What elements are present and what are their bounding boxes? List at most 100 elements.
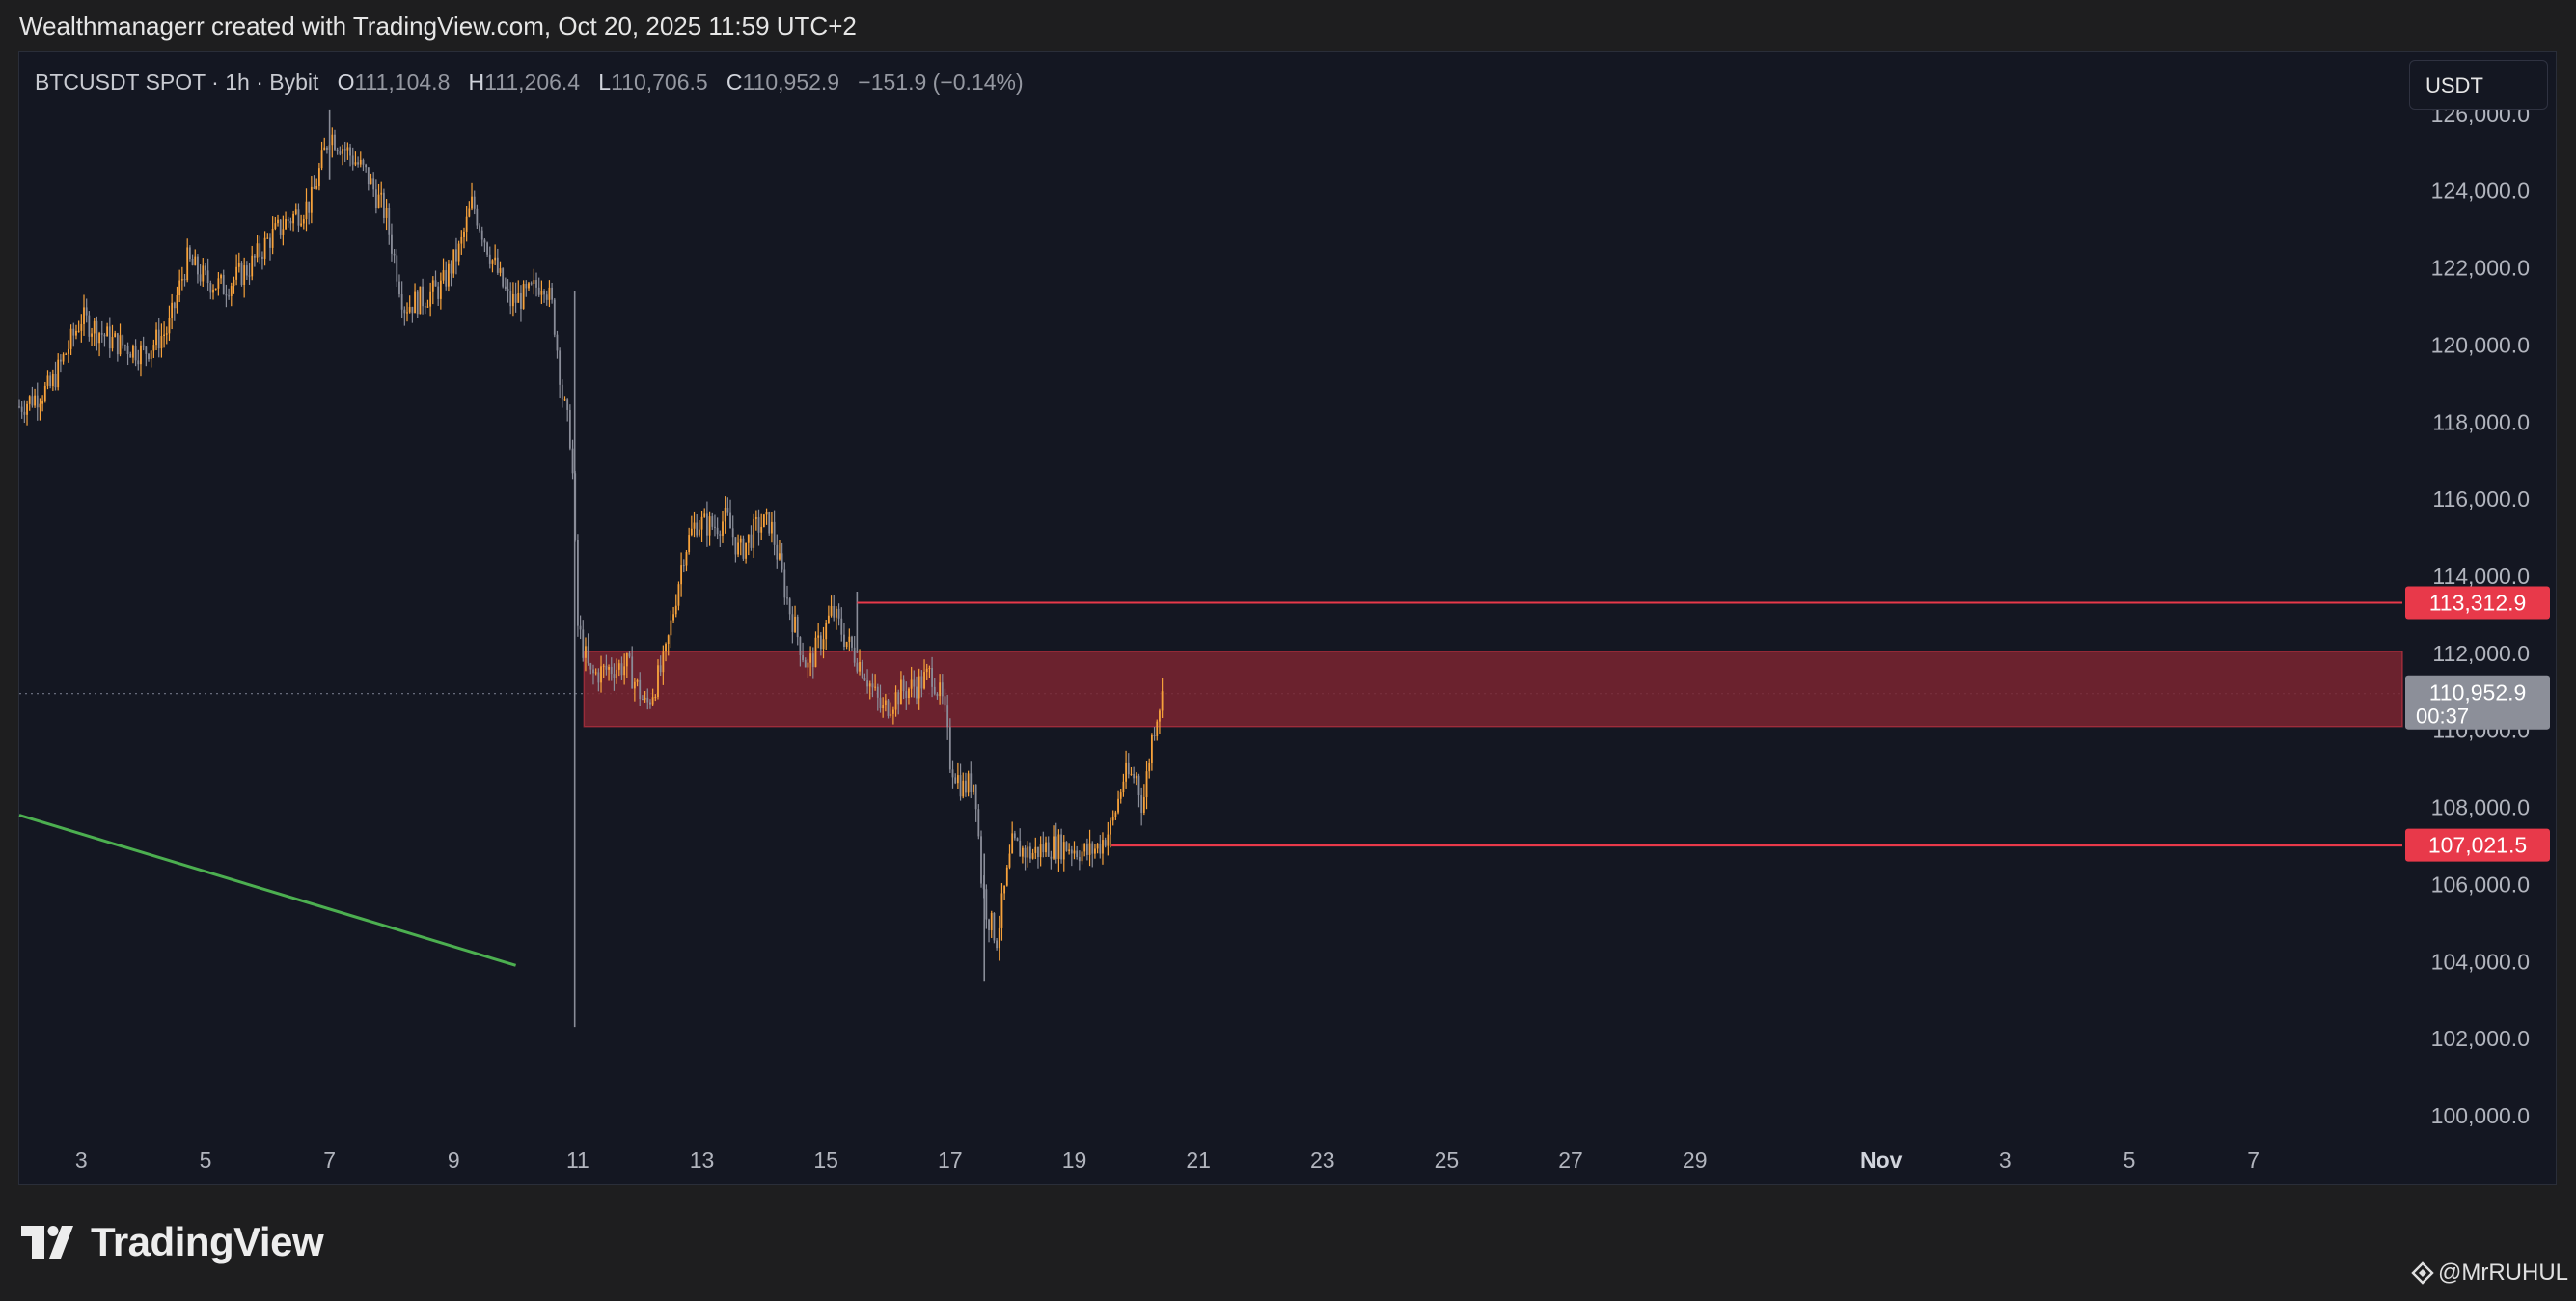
- candle-body: [385, 208, 388, 218]
- candle-body: [39, 403, 41, 408]
- candle-body: [563, 399, 566, 401]
- candle-body: [1031, 852, 1034, 859]
- candle-body: [920, 676, 923, 689]
- candle-body: [830, 605, 833, 616]
- candle-body: [1013, 833, 1016, 839]
- candle-body: [811, 653, 814, 668]
- candle-body: [103, 334, 106, 337]
- candle-body: [682, 565, 685, 567]
- x-tick-label: 15: [813, 1148, 838, 1173]
- candle-body: [225, 294, 228, 296]
- candle-body: [228, 295, 230, 297]
- candle-body: [230, 286, 233, 296]
- chart-area[interactable]: [18, 51, 2557, 1185]
- candle-body: [96, 320, 98, 344]
- candle-body: [954, 777, 957, 784]
- y-tick-label: 122,000.0: [2431, 256, 2530, 281]
- candle-body: [910, 679, 913, 689]
- candle-body: [486, 242, 489, 255]
- candle-body: [1125, 762, 1127, 782]
- candle-body: [711, 516, 714, 527]
- candle-body: [1133, 773, 1136, 779]
- open-value: 111,104.8: [354, 69, 451, 95]
- level-badge-label: 113,312.9: [2429, 590, 2527, 615]
- candle-body: [535, 280, 537, 288]
- candle-body: [843, 634, 845, 647]
- candle-body: [719, 534, 722, 536]
- candle-body: [1140, 795, 1143, 813]
- candle-body: [1145, 771, 1148, 798]
- candle-body: [93, 320, 96, 334]
- candle-body: [1045, 842, 1047, 853]
- candle-body: [106, 326, 109, 337]
- candle-body: [879, 697, 882, 708]
- change-value: −151.9 (−0.14%): [858, 69, 1024, 95]
- candle-body: [460, 236, 463, 244]
- y-tick-label: 102,000.0: [2431, 1026, 2530, 1051]
- tradingview-logo[interactable]: TradingView: [21, 1218, 324, 1266]
- candle-body: [646, 697, 649, 703]
- candle-body: [362, 159, 365, 165]
- candle-body: [970, 773, 973, 793]
- candle-body: [863, 678, 866, 681]
- candle-body: [46, 375, 49, 386]
- candle-body: [837, 608, 840, 619]
- candle-body: [194, 256, 197, 265]
- candle-body: [734, 537, 737, 555]
- candle-body: [657, 665, 659, 698]
- candle-body: [731, 528, 734, 538]
- candle-body: [543, 291, 545, 295]
- tradingview-logo-icon: [21, 1226, 73, 1259]
- candle-body: [437, 286, 440, 299]
- candle-body: [496, 257, 499, 273]
- candle-body: [343, 149, 346, 151]
- currency-selector[interactable]: USDT: [2409, 60, 2548, 110]
- candle-body: [1107, 834, 1110, 846]
- candle-body: [279, 219, 282, 235]
- level-layer: [18, 601, 2402, 967]
- symbol-label[interactable]: BTCUSDT SPOT · 1h · Bybit: [35, 69, 319, 95]
- candle-body: [132, 345, 134, 358]
- x-tick-label: 19: [1062, 1148, 1087, 1173]
- candle-body: [233, 279, 235, 287]
- candle-body: [944, 696, 946, 706]
- candle-body: [1068, 849, 1071, 851]
- candle-body: [882, 705, 885, 708]
- candle-body: [18, 406, 20, 408]
- candle-body: [894, 692, 897, 710]
- candle-body: [726, 507, 729, 513]
- y-tick-label: 108,000.0: [2431, 795, 2530, 820]
- candle-body: [1102, 840, 1104, 854]
- candle-body: [396, 255, 398, 282]
- candle-body: [398, 281, 400, 295]
- candle-body: [1153, 734, 1156, 736]
- candle-body: [251, 255, 254, 277]
- candle-body: [23, 411, 26, 415]
- candle-body: [289, 221, 292, 224]
- candle-body: [781, 553, 783, 570]
- candle-body: [962, 780, 965, 797]
- candle-body: [308, 201, 311, 213]
- candle-body: [494, 257, 497, 261]
- candle-body: [977, 809, 980, 837]
- y-tick-label: 104,000.0: [2431, 949, 2530, 974]
- candle-body: [163, 334, 165, 337]
- candle-body: [592, 669, 594, 674]
- candle-body: [973, 784, 974, 793]
- y-tick-label: 116,000.0: [2432, 486, 2530, 512]
- candle-body: [633, 681, 636, 689]
- candle-body: [845, 641, 848, 647]
- x-tick-label: 29: [1683, 1148, 1708, 1173]
- candle-body: [908, 688, 910, 698]
- candle-body: [1021, 847, 1024, 857]
- candle-body: [448, 263, 450, 287]
- candle-body: [948, 727, 951, 770]
- candle-body: [68, 348, 69, 354]
- candle-body: [414, 291, 416, 314]
- candle-body: [754, 517, 757, 519]
- candle-body: [1104, 840, 1107, 846]
- candle-body: [334, 134, 336, 150]
- y-tick-label: 124,000.0: [2431, 179, 2530, 204]
- candle-body: [1062, 842, 1065, 860]
